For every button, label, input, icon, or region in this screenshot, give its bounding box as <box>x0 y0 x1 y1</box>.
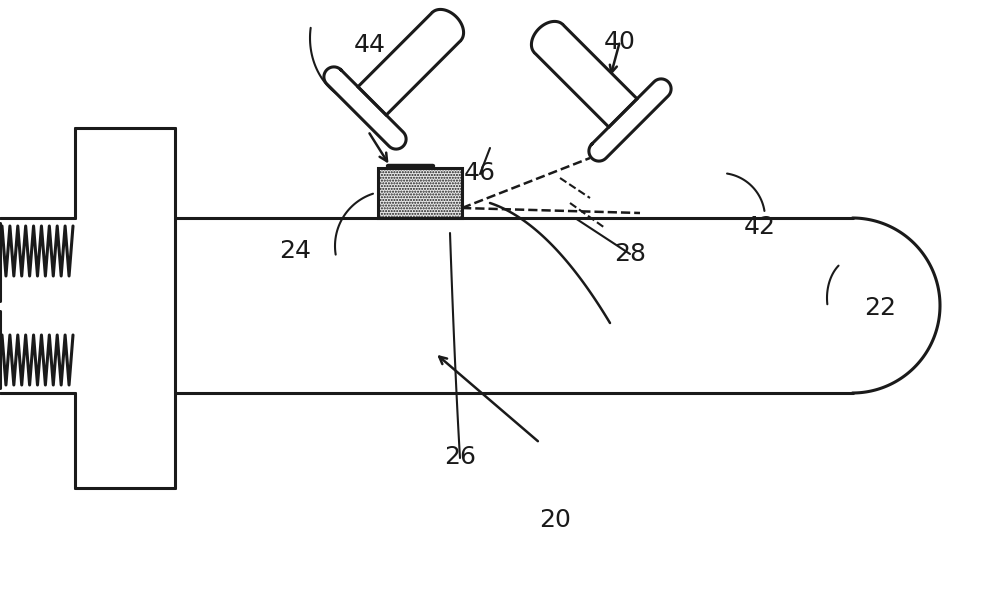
Text: 46: 46 <box>464 161 496 185</box>
Text: 20: 20 <box>539 508 571 532</box>
Text: 44: 44 <box>354 33 386 57</box>
Text: 24: 24 <box>279 239 311 263</box>
Bar <box>378 168 462 218</box>
Text: 42: 42 <box>744 215 776 239</box>
Text: 28: 28 <box>614 242 646 266</box>
Bar <box>378 168 462 218</box>
Polygon shape <box>324 67 406 149</box>
Polygon shape <box>589 79 671 161</box>
Text: 40: 40 <box>604 30 636 54</box>
Polygon shape <box>432 10 464 41</box>
Polygon shape <box>531 22 563 53</box>
Text: 22: 22 <box>864 296 896 320</box>
Text: 26: 26 <box>444 446 476 469</box>
